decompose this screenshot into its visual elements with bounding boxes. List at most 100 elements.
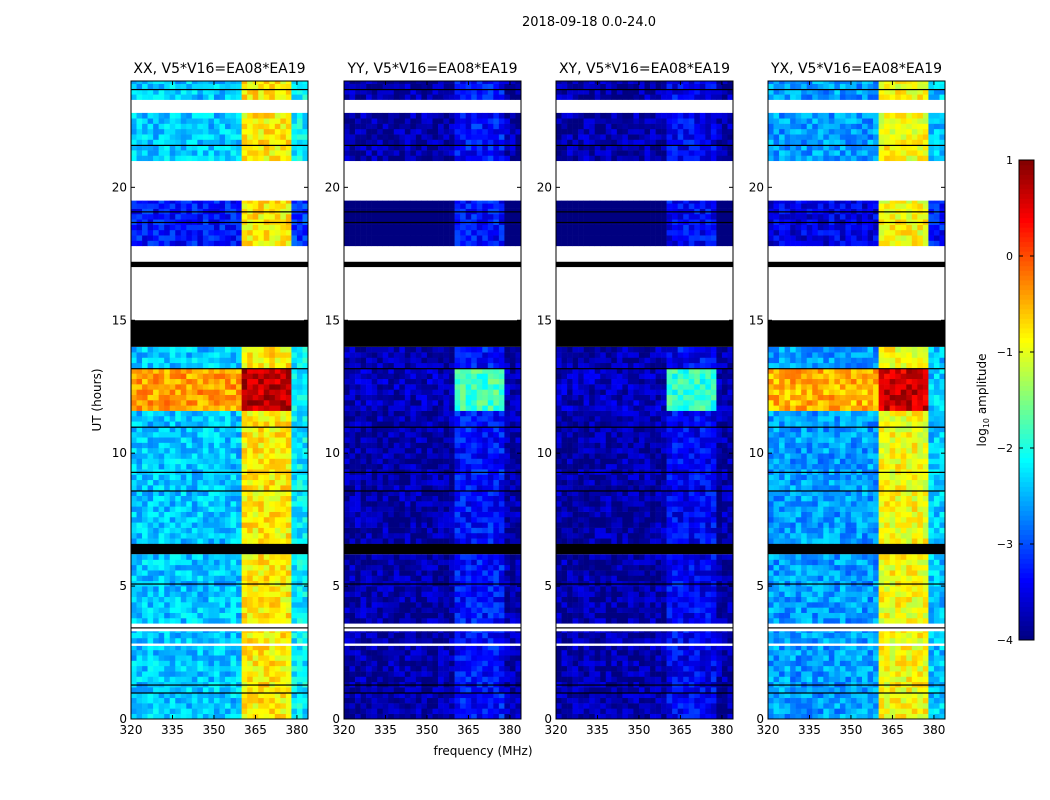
heatmap-cell (471, 591, 478, 598)
heatmap-cell (449, 538, 455, 544)
heatmap-cell (274, 384, 281, 390)
heatmap-cell (471, 559, 478, 566)
heatmap-cell (136, 144, 143, 151)
heatmap-cell (202, 559, 209, 566)
heatmap-cell (263, 527, 270, 534)
heatmap-cell (136, 458, 143, 465)
heatmap-cell (285, 83, 292, 90)
heatmap-cell (219, 479, 226, 486)
heatmap-cell (498, 410, 505, 417)
heatmap-cell (377, 527, 384, 534)
heatmap-cell (213, 94, 220, 100)
heatmap-cell (247, 400, 253, 406)
heatmap-cell (230, 240, 237, 247)
heatmap-cell (399, 479, 406, 486)
heatmap-cell (393, 708, 400, 714)
heatmap-cell (285, 495, 292, 502)
heatmap-cell (153, 671, 159, 677)
heatmap-cell (410, 474, 417, 481)
heatmap-cell (269, 453, 276, 459)
heatmap-cell (302, 368, 309, 374)
heatmap-cell (493, 708, 500, 714)
heatmap-cell (355, 559, 361, 566)
heatmap-cell (180, 511, 187, 518)
heatmap-cell (158, 607, 165, 613)
heatmap-cell (393, 564, 400, 571)
heatmap-cell (487, 442, 494, 449)
heatmap-cell (366, 516, 372, 523)
heatmap-cell (197, 240, 204, 247)
heatmap-cell (169, 485, 176, 491)
heatmap-cell (482, 607, 489, 613)
heatmap-cell (344, 506, 350, 512)
heatmap-cell (382, 631, 389, 633)
heatmap-cell (509, 564, 516, 571)
heatmap-cell (426, 697, 433, 704)
heatmap-cell (186, 200, 193, 204)
heatmap-cell (180, 527, 187, 534)
heatmap-cell (164, 708, 171, 714)
heatmap-cell (498, 602, 505, 608)
heatmap-cell (230, 400, 237, 406)
heatmap-cell (230, 453, 237, 459)
heatmap-cell (410, 586, 417, 592)
heatmap-cell (147, 240, 154, 247)
heatmap-cell (147, 352, 154, 358)
heatmap-cell (180, 490, 187, 496)
heatmap-cell (291, 378, 298, 385)
heatmap-cell (158, 88, 165, 95)
heatmap-cell (349, 586, 356, 592)
heatmap-cell (465, 607, 472, 613)
heatmap-cell (208, 368, 215, 374)
heatmap-cell (147, 458, 154, 465)
heatmap-cell (476, 687, 483, 693)
heatmap-cell (371, 389, 378, 395)
heatmap-cell (360, 602, 367, 608)
heatmap-cell (498, 697, 505, 704)
heatmap-cell (280, 88, 287, 95)
heatmap-cell (404, 637, 411, 644)
heatmap-cell (476, 357, 483, 364)
heatmap-cell (360, 713, 367, 720)
heatmap-cell (164, 649, 171, 656)
heatmap-cell (349, 612, 356, 619)
heatmap-cell (344, 596, 350, 603)
heatmap-cell (202, 139, 209, 146)
heatmap-cell (197, 538, 204, 544)
heatmap-cell (509, 687, 516, 693)
heatmap-cell (252, 649, 259, 656)
heatmap-cell (197, 150, 204, 156)
heatmap-cell (274, 692, 281, 699)
heatmap-cell (355, 554, 361, 560)
heatmap-cell (465, 692, 472, 699)
heatmap-cell (230, 128, 237, 135)
heatmap-cell (136, 676, 143, 683)
heatmap-cell (366, 527, 372, 534)
heatmap-cell (180, 437, 187, 443)
heatmap-cell (426, 447, 433, 454)
heatmap-cell (241, 713, 248, 720)
heatmap-cell (208, 235, 215, 241)
heatmap-cell (230, 649, 237, 656)
heatmap-cell (482, 378, 489, 385)
heatmap-cell (360, 511, 367, 518)
heatmap-cell (186, 346, 193, 353)
heatmap-cell (291, 437, 298, 443)
heatmap-cell (197, 378, 204, 385)
heatmap-cell (131, 357, 137, 364)
heatmap-cell (247, 703, 253, 709)
heatmap-cell (285, 81, 292, 84)
heatmap-cell (202, 617, 209, 624)
heatmap-cell (454, 474, 461, 481)
heatmap-cell (449, 671, 455, 677)
heatmap-cell (498, 474, 505, 481)
heatmap-cell (236, 224, 242, 231)
heatmap-cell (460, 426, 466, 433)
heatmap-cell (515, 368, 522, 374)
heatmap-cell (225, 378, 231, 385)
heatmap-cell (169, 384, 176, 390)
heatmap-cell (180, 697, 187, 704)
heatmap-cell (285, 373, 292, 380)
heatmap-cell (236, 575, 242, 582)
heatmap-cell (208, 559, 215, 566)
